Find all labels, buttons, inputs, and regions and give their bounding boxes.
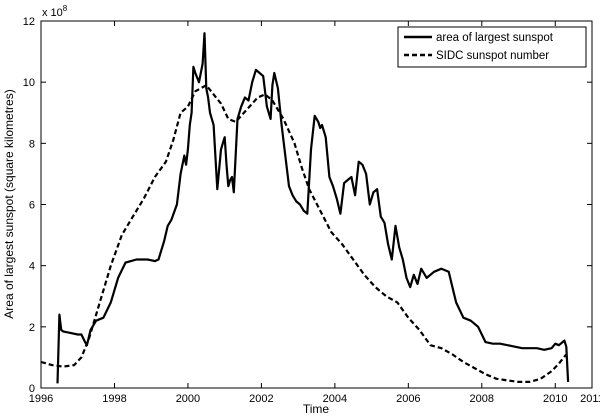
series-line-largest-sunspot-area	[56, 32, 570, 384]
y-tick-label: 4	[29, 261, 35, 273]
y-multiplier: x 108	[42, 4, 68, 19]
y-tick-label: 10	[23, 77, 35, 89]
x-tick-label: 2004	[323, 393, 347, 405]
legend-box	[397, 26, 587, 68]
x-tick-label: 2000	[176, 393, 200, 405]
y-tick-label: 8	[29, 138, 35, 150]
x-tick-label: 2006	[396, 393, 420, 405]
x-tick-label: 2010	[543, 393, 567, 405]
y-tick-label: 12	[23, 16, 35, 28]
legend: area of largest sunspot SIDC sunspot num…	[397, 26, 587, 68]
x-axis: 1996 1998 2000 2002 2004 2006 2008 2010 2011	[29, 21, 600, 405]
legend-label-area: area of largest sunspot	[436, 32, 554, 44]
x-tick-label: 2008	[470, 393, 494, 405]
y-axis: 0 2 4 6 8 10 12	[23, 16, 592, 395]
legend-label-sidc: SIDC sunspot number	[436, 50, 549, 62]
x-axis-title: Time	[303, 402, 330, 416]
x-tick-label: 1998	[102, 393, 126, 405]
y-tick-label: 2	[29, 322, 35, 334]
y-multiplier-base: x 10	[42, 7, 63, 19]
y-axis-title: Area of largest sunspot (square kilometr…	[2, 89, 16, 318]
y-tick-label: 0	[29, 383, 35, 395]
x-tick-label: 2011	[580, 393, 600, 405]
y-tick-label: 6	[29, 200, 35, 212]
x-tick-label: 1996	[29, 393, 53, 405]
series-layer	[40, 32, 570, 384]
y-multiplier-exponent: 8	[63, 4, 68, 13]
series-line-sidc-sunspot-number	[40, 84, 568, 383]
x-tick-label: 2002	[249, 393, 273, 405]
